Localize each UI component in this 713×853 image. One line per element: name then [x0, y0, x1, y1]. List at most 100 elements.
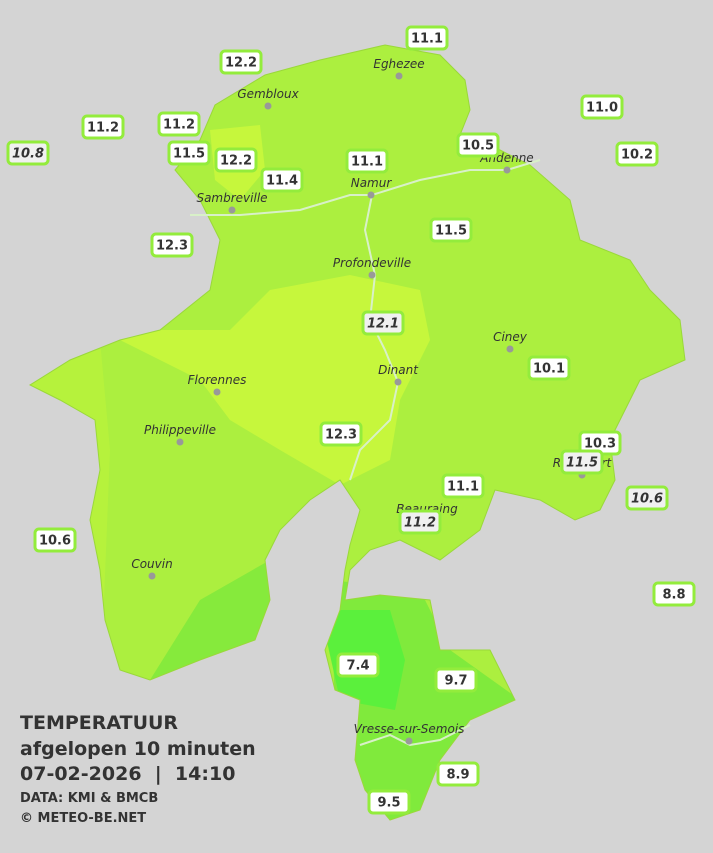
station-value: 12.3	[325, 428, 357, 443]
city-dot	[228, 206, 236, 214]
station-value: 10.6	[39, 534, 71, 549]
station-value: 11.5	[173, 147, 205, 162]
station-value: 10.2	[621, 148, 653, 163]
station-value: 12.2	[220, 154, 252, 169]
station: 12.3	[150, 232, 194, 258]
legend-source: DATA: KMI & BMCB	[20, 791, 159, 806]
station-box	[361, 310, 405, 336]
city-label: Profondeville	[333, 256, 411, 270]
station: 11.0	[580, 94, 624, 120]
station-box	[434, 667, 478, 693]
legend-title: TEMPERATUUR	[20, 712, 179, 734]
station: 11.1	[405, 25, 449, 51]
station-box	[336, 652, 380, 678]
station-box	[405, 25, 449, 51]
station-box	[560, 449, 604, 475]
station-value: 9.7	[444, 674, 467, 689]
station: 10.1	[527, 355, 571, 381]
legend-timestamp: 07-02-2026 | 14:10	[20, 763, 236, 785]
station-value: 10.8	[12, 147, 44, 162]
city-dot	[148, 572, 156, 580]
station: 8.8	[652, 581, 696, 607]
station-value: 11.2	[404, 516, 436, 531]
station-box	[441, 473, 485, 499]
station-box	[456, 132, 500, 158]
station: 11.5	[560, 449, 604, 475]
station-box	[429, 217, 473, 243]
city-dot	[368, 271, 376, 279]
station: 9.7	[434, 667, 478, 693]
city-label: Eghezee	[373, 57, 424, 71]
station-box	[260, 167, 304, 193]
station-box	[319, 421, 363, 447]
station-box	[398, 509, 442, 535]
station: 11.5	[167, 140, 211, 166]
station-value: 11.5	[435, 224, 467, 239]
station-box	[580, 94, 624, 120]
station: 10.6	[33, 527, 77, 553]
station: 11.2	[81, 114, 125, 140]
station-value: 11.2	[163, 118, 195, 133]
station-value: 10.1	[533, 362, 565, 377]
city-dot	[176, 438, 184, 446]
river-semois	[359, 724, 471, 747]
station-box	[33, 527, 77, 553]
station-value: 11.1	[447, 480, 479, 495]
city-dot	[394, 378, 402, 386]
stations: 11.1 12.2 11.0 11.2 11.2 10.8 11.5 12.2 10.5 10.2…	[6, 25, 696, 815]
station-value: 8.9	[446, 768, 469, 783]
station: 10.5	[456, 132, 500, 158]
station: 11.1	[441, 473, 485, 499]
city-label: Ciney	[493, 330, 528, 344]
station-box	[219, 49, 263, 75]
city-label: Couvin	[131, 557, 172, 571]
station-box	[652, 581, 696, 607]
city-label: Florennes	[188, 373, 247, 387]
city-dot	[405, 737, 413, 745]
station: 11.4	[260, 167, 304, 193]
station-value: 10.6	[631, 492, 663, 507]
station-box	[615, 141, 659, 167]
station: 12.2	[219, 49, 263, 75]
station-box	[625, 485, 669, 511]
station-value: 12.1	[367, 317, 399, 332]
station-box	[345, 148, 389, 174]
station-value: 11.0	[586, 101, 618, 116]
station-value: 11.1	[351, 155, 383, 170]
city-label: Gembloux	[237, 87, 299, 101]
city-dot	[506, 345, 514, 353]
station-box	[6, 140, 50, 166]
station: 11.5	[429, 217, 473, 243]
river-meuse	[349, 194, 400, 481]
station: 8.9	[436, 761, 480, 787]
station: 10.6	[625, 485, 669, 511]
city-dot	[213, 388, 221, 396]
station-box	[150, 232, 194, 258]
station: 11.1	[345, 148, 389, 174]
station-box	[214, 147, 258, 173]
station-box	[157, 111, 201, 137]
zone	[30, 340, 110, 700]
station-value: 7.4	[346, 659, 369, 674]
station-box	[436, 761, 480, 787]
station-value: 12.3	[156, 239, 188, 254]
station: 11.2	[157, 111, 201, 137]
station: 10.2	[615, 141, 659, 167]
station-box	[81, 114, 125, 140]
city-dot	[503, 166, 511, 174]
city-label: Dinant	[378, 363, 419, 377]
station-value: 9.5	[377, 796, 400, 811]
station-box	[167, 140, 211, 166]
station: 12.2	[214, 147, 258, 173]
city-dot	[264, 102, 272, 110]
station-value: 10.5	[462, 139, 494, 154]
city-dot	[367, 191, 375, 199]
station: 11.2	[398, 509, 442, 535]
station: 12.3	[319, 421, 363, 447]
station-value: 11.4	[266, 174, 298, 189]
station: 7.4	[336, 652, 380, 678]
station-value: 8.8	[662, 588, 685, 603]
city-label: Philippeville	[144, 423, 216, 437]
